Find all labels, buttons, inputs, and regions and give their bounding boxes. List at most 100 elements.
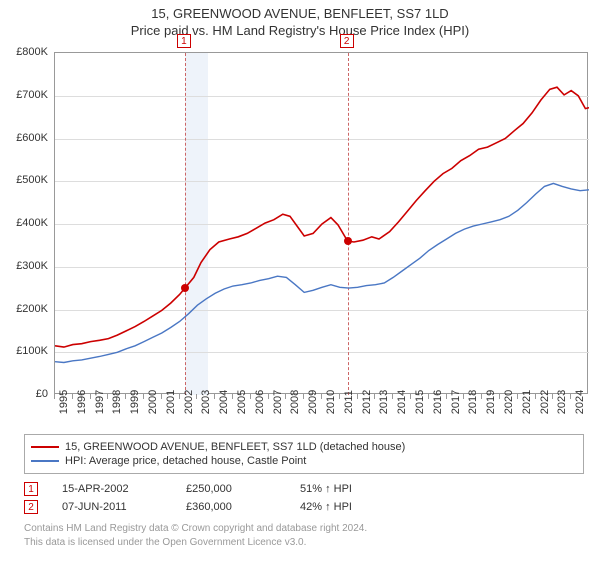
sale-point [181,284,189,292]
xtick-label: 2023 [556,390,568,414]
transaction-hpi-note: 42% ↑ HPI [300,501,352,513]
ytick-label: £600K [16,132,48,144]
bottom-block: 15, GREENWOOD AVENUE, BENFLEET, SS7 1LD … [24,434,584,549]
chart-area: £0£100K£200K£300K£400K£500K£600K£700K£80… [54,52,588,394]
xtick-label: 2002 [183,390,195,414]
xtick-mark [392,394,393,399]
xtick-mark [481,394,482,399]
xtick-mark [499,394,500,399]
xtick-label: 1997 [94,390,106,414]
xtick-label: 2004 [218,390,230,414]
sale-point [344,237,352,245]
header-marker: 1 [177,34,191,48]
xtick-mark [552,394,553,399]
ytick-label: £300K [16,260,48,272]
xtick-label: 2014 [396,390,408,414]
xtick-mark [90,394,91,399]
xtick-mark [161,394,162,399]
ytick-label: £100K [16,345,48,357]
xtick-label: 2020 [503,390,515,414]
xtick-label: 2000 [147,390,159,414]
header-marker: 2 [340,34,354,48]
transactions-table: 1 15-APR-2002 £250,000 51% ↑ HPI 2 07-JUN-201… [24,482,584,514]
xtick-mark [428,394,429,399]
xtick-label: 1998 [111,390,123,414]
xtick-label: 2013 [378,390,390,414]
legend: 15, GREENWOOD AVENUE, BENFLEET, SS7 1LD … [24,434,584,474]
legend-row: 15, GREENWOOD AVENUE, BENFLEET, SS7 1LD … [31,441,577,453]
xtick-label: 2005 [236,390,248,414]
xtick-label: 2011 [343,390,355,414]
xtick-mark [143,394,144,399]
ytick-label: £500K [16,174,48,186]
xtick-label: 2010 [325,390,337,414]
xtick-mark [285,394,286,399]
xtick-mark [250,394,251,399]
ytick-label: £700K [16,89,48,101]
xtick-mark [232,394,233,399]
xtick-mark [54,394,55,399]
transaction-hpi-note: 51% ↑ HPI [300,483,352,495]
xtick-label: 2007 [272,390,284,414]
xtick-mark [268,394,269,399]
legend-row: HPI: Average price, detached house, Cast… [31,455,577,467]
xtick-label: 2006 [254,390,266,414]
footer-line2: This data is licensed under the Open Gov… [24,536,584,550]
xtick-label: 2016 [432,390,444,414]
series-line-property [55,87,589,347]
transaction-row: 1 15-APR-2002 £250,000 51% ↑ HPI [24,482,584,496]
xtick-mark [214,394,215,399]
legend-swatch [31,460,59,462]
xtick-mark [107,394,108,399]
transaction-date: 07-JUN-2011 [62,501,162,513]
transaction-price: £360,000 [186,501,276,513]
series-svg [55,53,589,395]
xtick-mark [357,394,358,399]
xtick-mark [446,394,447,399]
xtick-mark [72,394,73,399]
xtick-label: 2003 [200,390,212,414]
xtick-label: 2022 [539,390,551,414]
xtick-label: 2015 [414,390,426,414]
ytick-label: £400K [16,217,48,229]
transaction-marker: 2 [24,500,38,514]
xtick-mark [179,394,180,399]
chart-title-line1: 15, GREENWOOD AVENUE, BENFLEET, SS7 1LD [0,6,600,21]
xtick-mark [196,394,197,399]
xtick-label: 2018 [467,390,479,414]
legend-label: 15, GREENWOOD AVENUE, BENFLEET, SS7 1LD … [65,441,405,453]
xtick-mark [463,394,464,399]
plot-region [54,52,588,394]
xtick-label: 2021 [521,390,533,414]
transaction-price: £250,000 [186,483,276,495]
xtick-label: 1999 [129,390,141,414]
legend-label: HPI: Average price, detached house, Cast… [65,455,306,467]
xtick-label: 2012 [361,390,373,414]
legend-swatch [31,446,59,448]
xtick-label: 2019 [485,390,497,414]
xtick-mark [125,394,126,399]
xtick-label: 2001 [165,390,177,414]
xtick-label: 2009 [307,390,319,414]
xtick-mark [410,394,411,399]
xtick-mark [570,394,571,399]
xtick-mark [374,394,375,399]
xtick-label: 1995 [58,390,70,414]
ytick-label: £800K [16,46,48,58]
transaction-date: 15-APR-2002 [62,483,162,495]
footer-line1: Contains HM Land Registry data © Crown c… [24,522,584,536]
xtick-mark [535,394,536,399]
xtick-mark [339,394,340,399]
xtick-label: 1996 [76,390,88,414]
xtick-mark [517,394,518,399]
xtick-label: 2017 [450,390,462,414]
ytick-label: £200K [16,303,48,315]
xtick-label: 2008 [289,390,301,414]
ytick-label: £0 [36,388,48,400]
transaction-marker: 1 [24,482,38,496]
transaction-row: 2 07-JUN-2011 £360,000 42% ↑ HPI [24,500,584,514]
series-line-hpi [55,183,589,362]
xtick-mark [303,394,304,399]
footer-attribution: Contains HM Land Registry data © Crown c… [24,522,584,549]
chart-title-line2: Price paid vs. HM Land Registry's House … [0,23,600,38]
